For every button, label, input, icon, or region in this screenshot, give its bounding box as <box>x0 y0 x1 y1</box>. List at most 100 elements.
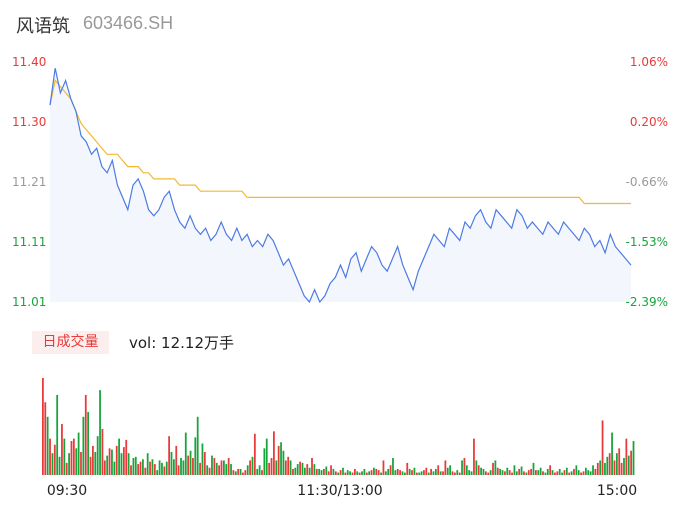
volume-bar <box>439 471 442 475</box>
volume-bar <box>84 394 87 475</box>
volume-bar <box>213 458 216 475</box>
volume-bar <box>570 471 573 475</box>
volume-bar <box>101 428 104 475</box>
volume-bar <box>311 458 313 475</box>
volume-bar <box>632 441 635 475</box>
volume-bar <box>587 470 590 475</box>
stock-code: 603466.SH <box>83 13 174 33</box>
volume-bar <box>606 456 609 475</box>
volume-bar <box>323 468 325 475</box>
volume-bar <box>251 456 254 475</box>
volume-bar <box>130 465 132 475</box>
volume-bar <box>227 458 230 475</box>
volume-bar <box>151 459 154 475</box>
volume-bar <box>618 448 621 475</box>
volume-bar <box>523 471 525 475</box>
daily-volume-badge[interactable]: 日成交量 <box>32 331 109 354</box>
volume-bar <box>563 470 566 475</box>
volume-bar <box>187 455 190 475</box>
volume-bar <box>611 432 613 475</box>
volume-bar <box>244 470 247 475</box>
volume-bar <box>118 438 120 476</box>
volume-bar <box>403 472 406 475</box>
volume-bar <box>446 467 449 475</box>
volume-bar <box>280 442 282 475</box>
volume-bar <box>320 470 323 475</box>
stock-name: 风语筑 <box>16 16 70 37</box>
volume-bar <box>68 453 70 475</box>
volume-bar <box>601 420 604 475</box>
y-tick-left: 11.11 <box>12 235 46 249</box>
volume-bar <box>189 450 192 475</box>
volume-bar <box>515 471 518 475</box>
volume-bar <box>192 458 194 475</box>
volume-bar <box>306 464 309 475</box>
volume-bar <box>437 465 440 475</box>
volume-bar <box>308 467 311 475</box>
volume-bar <box>544 472 547 475</box>
volume-bar <box>61 424 63 475</box>
volume-bar <box>211 455 213 475</box>
volume-bar <box>346 470 349 475</box>
volume-bar <box>475 460 478 475</box>
volume-bar <box>530 468 532 475</box>
volume-bar <box>377 470 380 475</box>
volume-bar <box>299 461 301 475</box>
volume-bar <box>425 467 428 475</box>
volume-bar <box>546 468 549 475</box>
volume-bar <box>356 471 359 475</box>
volume-bar <box>380 472 382 475</box>
volume-bar <box>87 411 90 475</box>
volume-bar <box>504 471 506 475</box>
volume-bar <box>253 433 256 475</box>
volume-bar <box>423 470 425 475</box>
x-tick-label: 11:30/13:00 <box>297 483 382 499</box>
y-tick-left: 11.40 <box>12 55 46 69</box>
volume-bar <box>249 460 251 475</box>
volume-bar <box>208 467 211 475</box>
volume-bar <box>301 462 304 476</box>
volume-bar <box>163 466 166 475</box>
volume-bar <box>382 460 385 475</box>
volume-bar <box>113 461 116 475</box>
volume-bar <box>484 471 487 475</box>
volume-bar <box>82 416 85 475</box>
volume-bar <box>401 471 404 475</box>
volume-bar <box>487 472 490 475</box>
volume-bar <box>477 465 480 475</box>
volume-bar <box>225 464 228 475</box>
volume-bar <box>144 467 147 475</box>
volume-bar <box>630 450 633 475</box>
volume-bar <box>430 468 432 475</box>
volume-bar <box>103 460 106 475</box>
volume-bar <box>411 470 413 475</box>
volume-bar <box>292 468 294 475</box>
volume-bar <box>465 465 468 475</box>
volume-bar <box>223 460 225 475</box>
volume-bar <box>203 451 206 475</box>
volume-bar <box>232 470 235 475</box>
volume-bar <box>334 471 337 475</box>
volume-bar <box>373 467 375 475</box>
volume-bar <box>158 460 161 475</box>
volume-bar <box>115 445 118 475</box>
volume-bar <box>230 464 232 475</box>
volume-bar <box>270 458 273 475</box>
volume-bar <box>70 441 73 475</box>
volume-bar <box>330 465 332 475</box>
volume-bar <box>342 467 344 475</box>
volume-bar <box>577 470 580 475</box>
volume-bar <box>594 468 597 475</box>
volume-bar <box>496 467 499 475</box>
volume-bar <box>389 465 392 475</box>
volume-bar <box>599 460 602 475</box>
y-tick-left: 11.21 <box>12 175 46 189</box>
volume-bar <box>451 471 454 475</box>
volume-bar <box>468 470 471 475</box>
volume-bar <box>80 451 82 475</box>
volume-bar <box>46 416 49 475</box>
volume-bar <box>256 468 259 475</box>
volume-bar <box>370 470 373 475</box>
volume-bar <box>604 462 606 476</box>
volume-bar <box>396 468 399 475</box>
